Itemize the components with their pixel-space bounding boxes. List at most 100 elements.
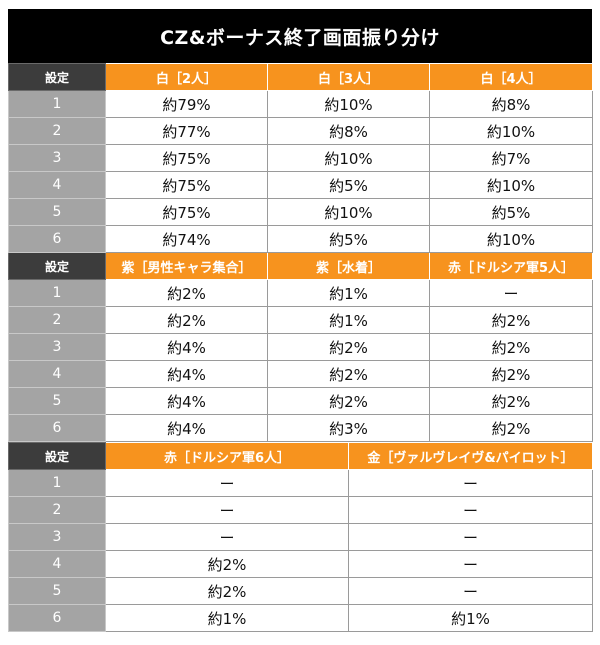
column-header: 白［3人］ [267,63,430,91]
table-cell: 約2% [267,333,430,361]
setting-number: 1 [8,469,106,497]
table-cell: 約1% [267,279,430,307]
table-row: 4 約4% 約2% 約2% [8,360,593,388]
column-header: 赤［ドルシア軍5人］ [429,252,593,280]
table-row: 2 ー ー [8,496,593,524]
setting-number: 4 [8,550,106,578]
table-cell: 約2% [429,387,593,415]
table-cell: 約8% [267,117,430,145]
table-cell: 約10% [429,171,593,199]
setting-number: 1 [8,90,106,118]
table-cell: ー [348,577,593,605]
column-header: 紫［水着］ [267,252,430,280]
section1-table: 設定 白［2人］ 白［3人］ 白［4人］ 1 約79% 約10% 約8% 2 約… [8,63,593,442]
table-cell: 約2% [429,414,593,442]
table-cell: 約10% [267,198,430,226]
setting-number: 3 [8,333,106,361]
table-cell: 約2% [267,387,430,415]
table-cell: ー [348,496,593,524]
table-cell: 約1% [105,604,349,632]
setting-number: 1 [8,279,106,307]
table-cell: 約1% [348,604,593,632]
table-row: 3 約75% 約10% 約7% [8,144,593,172]
column-header: 白［4人］ [429,63,593,91]
table-row: 3 約4% 約2% 約2% [8,333,593,361]
table-cell: 約77% [105,117,268,145]
column-header: 紫［男性キャラ集合］ [105,252,268,280]
table-cell: 約10% [267,90,430,118]
setting-number: 6 [8,225,106,253]
table-cell: 約4% [105,414,268,442]
table-cell: 約3% [267,414,430,442]
table-row: 2 約2% 約1% 約2% [8,306,593,334]
table-cell: 約1% [267,306,430,334]
table-cell: ー [105,469,349,497]
setting-number: 2 [8,117,106,145]
table-cell: 約4% [105,387,268,415]
table-row: 2 約77% 約8% 約10% [8,117,593,145]
table-row: 4 約2% ー [8,550,593,578]
table-cell: ー [348,523,593,551]
table-cell: 約7% [429,144,593,172]
column-header: 赤［ドルシア軍6人］ [105,442,349,470]
table-row: 1 約2% 約1% ー [8,279,593,307]
section3-header-row: 設定 赤［ドルシア軍6人］ 金［ヴァルヴレイヴ&パイロット］ [8,442,593,470]
column-header: 金［ヴァルヴレイヴ&パイロット］ [348,442,593,470]
table-cell: 約75% [105,144,268,172]
table-row: 4 約75% 約5% 約10% [8,171,593,199]
setting-header: 設定 [8,442,106,470]
table-cell: ー [429,279,593,307]
table-cell: ー [105,496,349,524]
table-row: 5 約2% ー [8,577,593,605]
table-cell: 約75% [105,171,268,199]
table-cell: ー [348,550,593,578]
setting-number: 2 [8,306,106,334]
table-row: 5 約4% 約2% 約2% [8,387,593,415]
table-cell: 約75% [105,198,268,226]
table-cell: 約2% [105,550,349,578]
setting-number: 4 [8,360,106,388]
table-cell: ー [105,523,349,551]
setting-header: 設定 [8,252,106,280]
setting-number: 5 [8,198,106,226]
table-cell: 約2% [105,306,268,334]
setting-number: 6 [8,414,106,442]
table-cell: 約5% [267,171,430,199]
table-row: 5 約75% 約10% 約5% [8,198,593,226]
table-cell: 約4% [105,360,268,388]
table-cell: 約2% [267,360,430,388]
table-cell: 約10% [429,117,593,145]
section2-header-row: 設定 紫［男性キャラ集合］ 紫［水着］ 赤［ドルシア軍5人］ [8,252,593,280]
table-cell: 約8% [429,90,593,118]
table-title: CZ&ボーナス終了画面振り分け [8,9,592,63]
distribution-table-container: CZ&ボーナス終了画面振り分け 設定 白［2人］ 白［3人］ 白［4人］ 1 約… [8,9,593,632]
setting-number: 2 [8,496,106,524]
table-cell: 約2% [105,279,268,307]
table-cell: ー [348,469,593,497]
table-cell: 約2% [429,333,593,361]
table-row: 3 ー ー [8,523,593,551]
column-header: 白［2人］ [105,63,268,91]
table-row: 6 約1% 約1% [8,604,593,632]
setting-number: 3 [8,144,106,172]
section3-table: 設定 赤［ドルシア軍6人］ 金［ヴァルヴレイヴ&パイロット］ 1 ー ー 2 ー… [8,442,593,632]
setting-number: 4 [8,171,106,199]
table-row: 1 ー ー [8,469,593,497]
table-cell: 約4% [105,333,268,361]
setting-number: 3 [8,523,106,551]
section1-header-row: 設定 白［2人］ 白［3人］ 白［4人］ [8,63,593,91]
table-cell: 約2% [105,577,349,605]
table-cell: 約5% [429,198,593,226]
table-cell: 約2% [429,360,593,388]
table-cell: 約2% [429,306,593,334]
table-row: 6 約74% 約5% 約10% [8,225,593,253]
table-row: 6 約4% 約3% 約2% [8,414,593,442]
setting-number: 6 [8,604,106,632]
table-cell: 約5% [267,225,430,253]
table-cell: 約74% [105,225,268,253]
setting-number: 5 [8,387,106,415]
table-cell: 約10% [267,144,430,172]
table-cell: 約79% [105,90,268,118]
table-row: 1 約79% 約10% 約8% [8,90,593,118]
table-cell: 約10% [429,225,593,253]
